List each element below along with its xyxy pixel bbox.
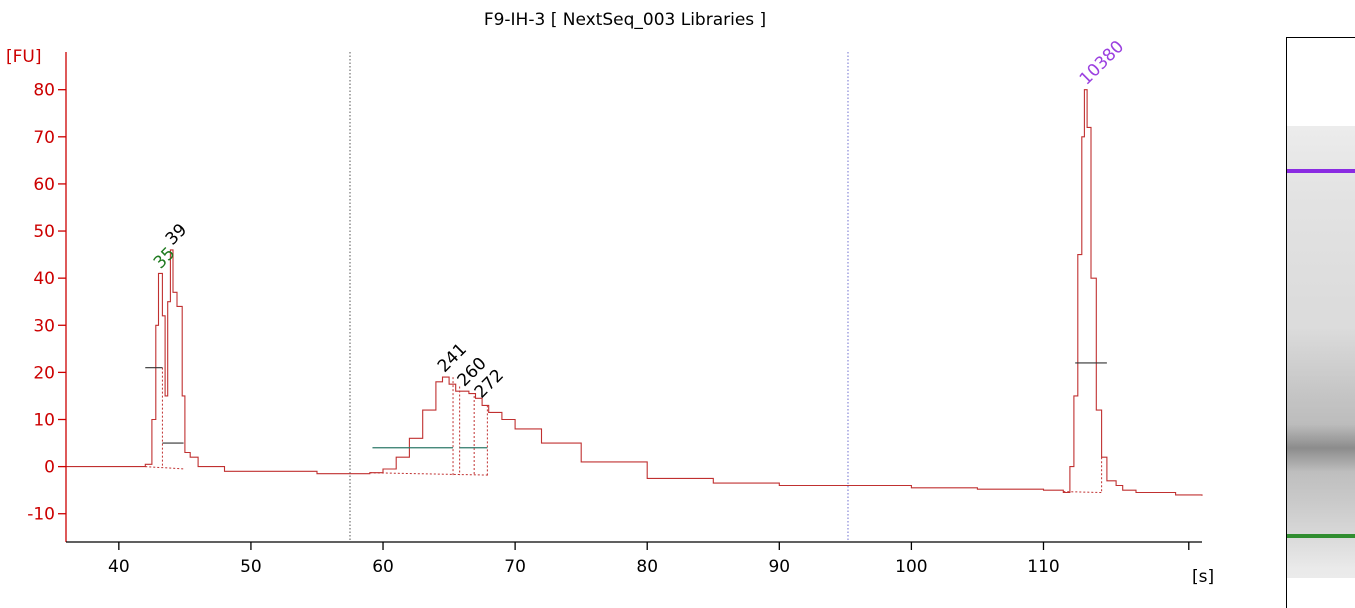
y-tick-label: 50 (33, 222, 55, 242)
x-tick-label: 60 (372, 557, 394, 577)
y-axis-ticks: -10 0 10 20 30 40 50 60 70 80 (27, 81, 66, 525)
gel-band (1287, 169, 1355, 173)
y-tick-label: 20 (33, 363, 55, 383)
y-tick-label: 70 (33, 128, 55, 148)
peak-baselines (145, 466, 1102, 494)
y-axis-unit: [FU] (6, 47, 42, 67)
y-tick-label: 80 (33, 81, 55, 101)
x-tick-label: 110 (1027, 557, 1059, 577)
y-tick-label: 40 (33, 269, 55, 289)
baseline-line (369, 472, 489, 476)
gel-band (1287, 328, 1355, 569)
fwhm-bars (145, 362, 1107, 449)
x-axis-unit: [s] (1192, 567, 1214, 587)
gel-lane (1286, 37, 1355, 608)
y-tick-label: 30 (33, 316, 55, 336)
time-markers (349, 52, 849, 542)
y-tick-label: -10 (27, 505, 55, 525)
x-tick-label: 100 (895, 557, 927, 577)
y-tick-label: 0 (44, 458, 55, 478)
series-group (66, 89, 1203, 496)
series-line (66, 89, 1203, 496)
y-tick-label: 60 (33, 175, 55, 195)
x-tick-label: 40 (108, 557, 130, 577)
peak-label: 10380 (1076, 37, 1128, 89)
x-axis-ticks: 40 50 60 70 80 90 100 110 (108, 542, 1190, 577)
chart-title: F9-IH-3 [ NextSeq_003 Libraries ] (484, 10, 766, 30)
x-tick-label: 50 (240, 557, 262, 577)
electropherogram-chart: F9-IH-3 [ NextSeq_003 Libraries ] [FU] [… (6, 10, 1214, 587)
x-tick-label: 90 (768, 557, 790, 577)
x-tick-label: 70 (504, 557, 526, 577)
y-tick-label: 10 (33, 411, 55, 431)
peak-drop-lines (161, 367, 1103, 493)
baseline-line (145, 466, 185, 470)
axes (65, 52, 1202, 543)
x-tick-label: 80 (636, 557, 658, 577)
